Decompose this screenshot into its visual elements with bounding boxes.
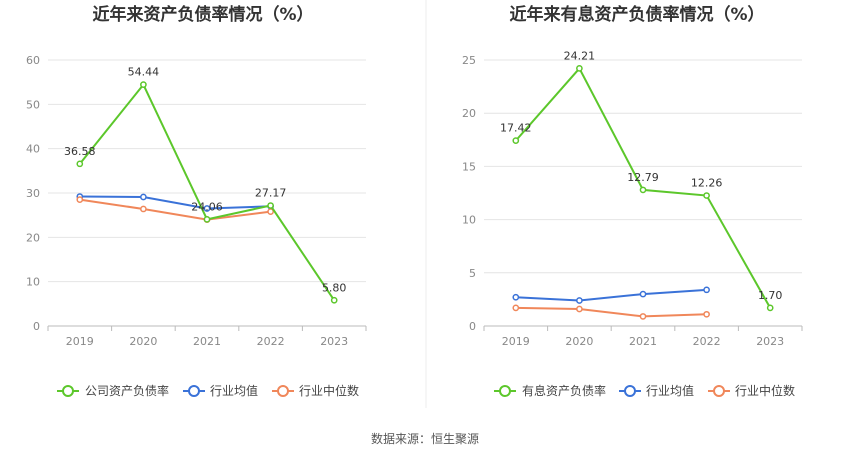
data-point	[703, 192, 710, 199]
legend-label: 行业中位数	[735, 383, 795, 398]
data-point	[639, 290, 647, 298]
data-point	[703, 310, 710, 318]
legend-swatch-marker	[499, 385, 511, 397]
data-point	[703, 286, 710, 294]
data-point	[76, 160, 84, 168]
y-tick-label: 30	[26, 187, 40, 200]
data-point	[512, 304, 520, 312]
legend-label: 有息资产负债率	[522, 383, 606, 398]
data-label: 17.42	[500, 122, 532, 135]
data-label: 1.70	[758, 289, 783, 302]
data-label: 36.58	[64, 145, 96, 158]
data-point	[140, 81, 147, 88]
legend-swatch-marker	[188, 385, 200, 397]
data-point	[576, 65, 583, 72]
series-line	[79, 198, 271, 221]
y-tick-label: 10	[26, 276, 40, 289]
y-tick-label: 10	[462, 214, 476, 227]
legend-label: 行业均值	[210, 383, 258, 398]
legend-label: 行业均值	[646, 383, 694, 398]
data-point	[766, 304, 774, 312]
x-tick-label: 2020	[129, 335, 157, 348]
legend-swatch-marker	[624, 385, 636, 397]
x-tick-label: 2023	[756, 335, 784, 348]
y-tick-label: 25	[462, 54, 476, 67]
series-line	[515, 288, 707, 302]
x-tick-label: 2021	[629, 335, 657, 348]
y-tick-label: 60	[26, 54, 40, 67]
data-point	[512, 293, 520, 301]
y-tick-label: 50	[26, 98, 40, 111]
data-point	[639, 313, 647, 320]
data-point	[140, 193, 147, 201]
legend-label: 公司资产负债率	[85, 383, 169, 398]
y-tick-label: 20	[462, 107, 476, 120]
x-tick-label: 2020	[565, 335, 593, 348]
y-tick-label: 40	[26, 143, 40, 156]
x-tick-label: 2019	[66, 335, 94, 348]
legend-label: 行业中位数	[299, 383, 359, 398]
data-label: 24.06	[191, 200, 223, 213]
x-tick-label: 2022	[693, 335, 721, 348]
chart-panel-2: 近年来有息资产负债率情况（%） 0 5 10 15 20 25 2019 2020 2021 202…	[462, 4, 803, 398]
legend-swatch-marker	[713, 385, 725, 397]
series-line	[79, 195, 271, 210]
source-note: 数据来源：恒生聚源	[371, 431, 479, 446]
data-label: 54.44	[128, 66, 160, 79]
data-point	[267, 202, 274, 209]
data-point	[203, 205, 211, 212]
y-tick-label: 0	[469, 320, 476, 333]
chart-panel-1: 近年来资产负债率情况（%） 0 10 20 30 40 50 60 2019 2020 2021 20…	[26, 4, 367, 398]
data-point	[512, 137, 520, 145]
series-line	[515, 306, 707, 318]
data-point	[576, 305, 583, 313]
data-point	[76, 196, 84, 203]
chart-title: 近年来资产负债率情况（%）	[92, 4, 313, 25]
y-tick-label: 20	[26, 231, 40, 244]
x-tick-label: 2023	[320, 335, 348, 348]
data-point	[140, 205, 147, 213]
data-point	[203, 215, 211, 223]
y-tick-label: 15	[462, 160, 476, 173]
data-label: 12.79	[627, 171, 659, 184]
series-line	[79, 82, 336, 301]
data-point	[576, 297, 583, 304]
data-label: 24.21	[564, 49, 596, 62]
data-label: 5.80	[322, 281, 347, 294]
data-label: 12.26	[691, 177, 723, 190]
x-tick-label: 2021	[193, 335, 221, 348]
legend-swatch-marker	[277, 385, 289, 397]
y-tick-label: 5	[469, 267, 476, 280]
data-point	[639, 186, 647, 194]
data-label: 27.17	[255, 187, 287, 200]
y-tick-label: 0	[33, 320, 40, 333]
data-point	[267, 208, 274, 215]
x-tick-label: 2019	[502, 335, 530, 348]
chart-title: 近年来有息资产负债率情况（%）	[509, 4, 764, 25]
x-tick-label: 2022	[257, 335, 285, 348]
legend-swatch-marker	[62, 385, 74, 397]
data-point	[330, 296, 338, 304]
